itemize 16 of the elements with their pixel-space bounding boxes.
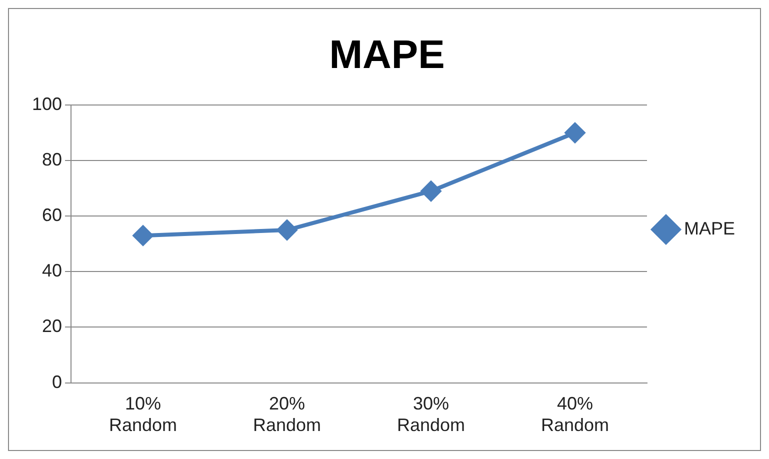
point <box>564 122 585 143</box>
y-tick-label: 100 <box>32 94 62 114</box>
x-tick-label: 30% Random <box>396 394 466 436</box>
y-tick-label: 0 <box>52 372 62 392</box>
x-tick-label: 10% Random <box>109 394 178 436</box>
x-tick-label: 40% Random <box>540 394 610 436</box>
y-tick-label: 80 <box>42 150 62 170</box>
chart-title: MAPE <box>329 33 445 78</box>
y-tick-label: 60 <box>42 205 62 226</box>
legend-label: MAPE <box>684 218 736 238</box>
point <box>277 220 298 240</box>
y-tick-label: 40 <box>42 260 62 281</box>
point <box>421 181 442 202</box>
y-tick-label: 20 <box>42 316 62 336</box>
x-tick-label: 20% Random <box>252 394 322 436</box>
point <box>133 226 154 246</box>
